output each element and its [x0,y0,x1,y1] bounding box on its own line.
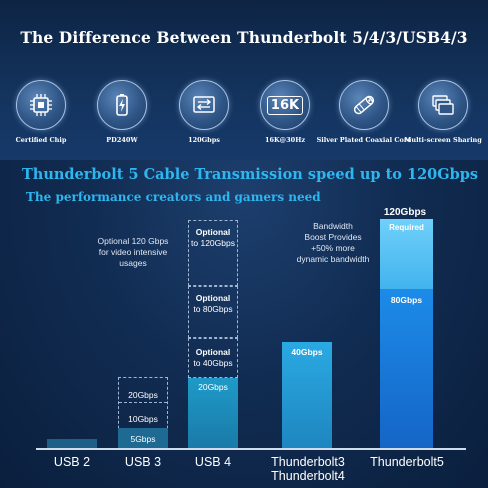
feature-16k: 16K 16K@30Hz [245,80,325,144]
usb4-optional-120-box: Optional to 120Gbps [188,220,238,286]
optional-word: Optional [195,347,231,357]
subheadline: The performance creators and gamers need [26,190,321,204]
optional-word: Optional [195,293,231,303]
feature-label: 120Gbps [188,136,220,144]
cable-icon [339,80,389,130]
usb4-optional-80-box: Optional to 80Gbps [188,286,238,338]
feature-label: Multi-screen Sharing [404,136,482,144]
note-line: Boost Provides [304,232,362,242]
feature-certified-chip: Certified Chip [1,80,81,144]
bar-thunderbolt5: 80Gbps [380,289,433,448]
16k-badge: 16K [266,95,304,115]
feature-120gbps: 120Gbps [164,80,244,144]
optional-target: to 80Gbps [193,304,233,314]
bar-label: 5Gbps [130,434,156,444]
transfer-icon [179,80,229,130]
optional-label: Optional to 80Gbps [189,293,237,315]
16k-icon: 16K [260,80,310,130]
feature-label: Silver Plated Coaxial Core [316,136,412,144]
bar-thunderbolt3-4: 40Gbps [282,342,332,448]
feature-label: 16K@30Hz [264,136,306,144]
feature-pd240w: PD240W [82,80,162,144]
usb4-note: Optional 120 Gbps for video intensive us… [78,236,188,269]
usb4-optional-40-box: Optional to 40Gbps [188,338,238,378]
bar-label: Required [389,223,424,232]
bar-label: 20Gbps [128,390,158,400]
x-label-usb3: USB 3 [124,455,162,469]
x-label-usb2: USB 2 [53,455,91,469]
note-line: usages [119,258,147,268]
optional-label: Optional to 40Gbps [189,347,237,369]
bar-label: 40Gbps [291,347,323,357]
note-line: +50% more [311,243,355,253]
tb5-note: Bandwidth Boost Provides +50% more dynam… [283,221,383,265]
screens-icon [418,80,468,130]
feature-multi-screen: Multi-screen Sharing [400,80,486,144]
x-axis [36,448,466,450]
bar-usb2 [47,439,97,448]
bar-label: 20Gbps [198,382,228,392]
x-label-line: Thunderbolt3 [271,455,345,469]
feature-coaxial-core: Silver Plated Coaxial Core [316,80,412,144]
header-band [0,0,488,160]
divider [119,402,167,403]
battery-icon [97,80,147,130]
note-line: Bandwidth [313,221,353,231]
optional-label: Optional to 120Gbps [189,227,237,249]
optional-target: to 40Gbps [193,358,233,368]
page-title: The Difference Between Thunderbolt 5/4/3… [20,28,468,47]
bar-usb4: 20Gbps [188,378,238,448]
bar-label: 80Gbps [390,295,423,305]
optional-target: to 120Gbps [191,238,235,248]
bar-usb3-5gbps: 5Gbps [118,428,168,448]
note-line: for video intensive [98,247,168,257]
x-label-thunderbolt3-4: Thunderbolt3 Thunderbolt4 [262,455,354,483]
x-label-thunderbolt5: Thunderbolt5 [370,455,444,469]
tb5-top-label: 120Gbps [383,207,427,218]
x-label-usb4: USB 4 [194,455,232,469]
x-label-line: Thunderbolt4 [271,469,345,483]
feature-label: PD240W [106,136,138,144]
note-line: Optional 120 Gbps [97,236,169,246]
chip-icon [16,80,66,130]
note-line: dynamic bandwidth [296,254,370,264]
headline: Thunderbolt 5 Cable Transmission speed u… [22,166,479,183]
feature-label: Certified Chip [15,136,67,144]
optional-word: Optional [195,227,231,237]
bar-label: 10Gbps [128,414,158,424]
bar-thunderbolt5-boost: Required [380,219,433,289]
